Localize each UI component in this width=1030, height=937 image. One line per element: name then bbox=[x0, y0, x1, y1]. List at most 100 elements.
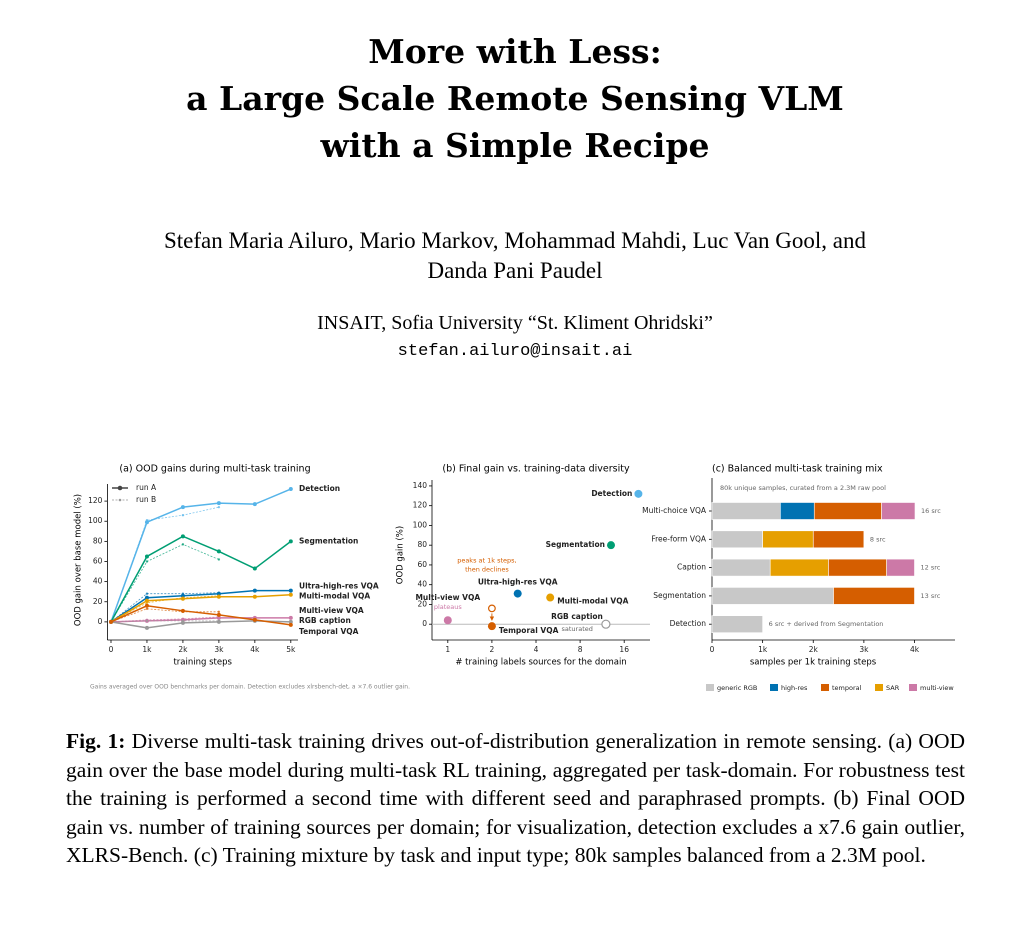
line-run-a bbox=[110, 589, 291, 623]
line-run-b bbox=[110, 620, 219, 623]
point-run-a bbox=[180, 608, 185, 613]
caption: Fig. 1: Diverse multi-task training driv… bbox=[66, 727, 965, 870]
point-run-a bbox=[180, 534, 185, 539]
bar-segment bbox=[769, 558, 829, 577]
y-tick-label: 40 bbox=[93, 577, 103, 586]
point-label: Ultra-high-res VQA bbox=[478, 578, 558, 587]
legend-swatch bbox=[706, 684, 714, 691]
legend-swatch bbox=[821, 684, 829, 691]
point-run-a bbox=[180, 505, 185, 510]
legend-swatch bbox=[875, 684, 883, 691]
email: stefan.ailuro@insait.ai bbox=[397, 342, 633, 361]
y-axis-label: OOD gain (%) bbox=[396, 526, 406, 584]
category-label: Multi-choice VQA bbox=[642, 506, 707, 515]
chart-title: (a) OOD gains during multi-task training bbox=[119, 464, 310, 475]
point bbox=[546, 593, 555, 602]
annotation: saturated bbox=[562, 625, 593, 633]
bar-segment bbox=[762, 530, 814, 549]
legend-label: SAR bbox=[886, 684, 900, 692]
x-tick-label: 4k bbox=[250, 645, 260, 654]
point-run-b bbox=[217, 610, 221, 614]
point-run-a bbox=[216, 501, 221, 506]
y-tick-label: 100 bbox=[88, 516, 103, 525]
series-label: Segmentation bbox=[299, 536, 358, 545]
point-run-a bbox=[216, 615, 221, 620]
bar-label: 8 src bbox=[870, 535, 886, 543]
point-run-a bbox=[180, 593, 185, 598]
x-tick-label: 3k bbox=[859, 645, 869, 654]
point-run-a bbox=[216, 619, 221, 624]
title-line: a Large Scale Remote Sensing VLM bbox=[186, 79, 844, 118]
point-run-b bbox=[145, 560, 149, 563]
x-tick-label: 0 bbox=[710, 645, 715, 654]
point-run-a bbox=[216, 591, 221, 596]
x-tick-label: 2k bbox=[178, 645, 188, 654]
point-run-a bbox=[288, 539, 293, 544]
x-tick-label: 0 bbox=[109, 645, 114, 654]
y-tick-label: 120 bbox=[88, 496, 103, 505]
bar-segment bbox=[828, 558, 887, 577]
series-label: Ultra-high-res VQA bbox=[299, 582, 379, 591]
x-axis-label: training steps bbox=[173, 658, 232, 668]
bar-segment bbox=[711, 530, 763, 549]
point-run-a bbox=[144, 603, 149, 608]
point-run-a bbox=[180, 620, 185, 625]
bar-segment bbox=[886, 558, 915, 577]
point-run-a bbox=[144, 554, 149, 559]
chart-title: (c) Balanced multi-task training mix bbox=[712, 464, 883, 475]
point-label: Multi-modal VQA bbox=[557, 597, 628, 606]
point-run-b bbox=[181, 543, 185, 546]
point-run-a bbox=[288, 615, 293, 620]
y-tick-label: 40 bbox=[417, 580, 427, 589]
x-tick-label: 1k bbox=[142, 645, 152, 654]
bar-segment bbox=[833, 587, 915, 605]
y-tick-label: 0 bbox=[422, 619, 427, 628]
point-run-a bbox=[216, 594, 221, 599]
paper-title: More with Less: a Large Scale Remote Sen… bbox=[0, 28, 1030, 169]
point-label: Segmentation bbox=[546, 540, 605, 549]
y-tick-label: 0 bbox=[98, 617, 103, 626]
point-run-b bbox=[145, 592, 149, 595]
bar-segment bbox=[812, 530, 865, 549]
authors: Stefan Maria Ailuro, Mario Markov, Moham… bbox=[0, 226, 1030, 286]
legend-swatch bbox=[770, 684, 778, 691]
x-tick-label: 16 bbox=[619, 645, 629, 654]
x-tick-label: 4k bbox=[910, 645, 920, 654]
x-tick-label: 2k bbox=[809, 645, 819, 654]
y-axis-label: OOD gain over base model (%) bbox=[74, 494, 84, 626]
figure-note: Gains averaged over OOD benchmarks per d… bbox=[90, 684, 410, 691]
affiliation: INSAIT, Sofia University “St. Kliment Oh… bbox=[317, 312, 713, 334]
bar-segment bbox=[711, 502, 781, 520]
point bbox=[513, 589, 522, 598]
point-run-b bbox=[217, 505, 221, 509]
x-tick-label: 1k bbox=[758, 645, 768, 654]
chart-title: (b) Final gain vs. training-data diversi… bbox=[442, 464, 630, 475]
y-tick-label: 120 bbox=[413, 501, 428, 510]
author-line: Stefan Maria Ailuro, Mario Markov, Moham… bbox=[163, 228, 866, 253]
point-run-a bbox=[288, 592, 293, 597]
point bbox=[487, 622, 496, 631]
point-run-a bbox=[216, 549, 221, 554]
bar-segment bbox=[711, 587, 834, 605]
category-label: Free-form VQA bbox=[651, 534, 707, 543]
point-run-a bbox=[252, 617, 257, 622]
line-run-a bbox=[110, 593, 291, 623]
legend-label: high-res bbox=[781, 684, 808, 692]
point-run-a bbox=[288, 622, 293, 627]
legend-label: generic RGB bbox=[717, 684, 757, 692]
y-tick-label: 100 bbox=[413, 520, 428, 529]
point-run-a bbox=[108, 619, 113, 624]
point-run-b bbox=[145, 607, 149, 610]
point-label: Temporal VQA bbox=[499, 626, 559, 635]
x-tick-label: 8 bbox=[578, 645, 583, 654]
y-tick-label: 20 bbox=[417, 599, 427, 608]
title-line: More with Less: bbox=[368, 32, 662, 71]
annotation: plateaus bbox=[434, 603, 463, 611]
bar-segment bbox=[711, 558, 771, 577]
line-run-a bbox=[110, 488, 292, 623]
bar-segment bbox=[711, 615, 763, 634]
line-run-b bbox=[110, 543, 220, 623]
bar-label: 6 src + derived from Segmentation bbox=[769, 620, 884, 628]
point-run-b bbox=[181, 514, 185, 517]
line-run-b bbox=[110, 595, 219, 623]
